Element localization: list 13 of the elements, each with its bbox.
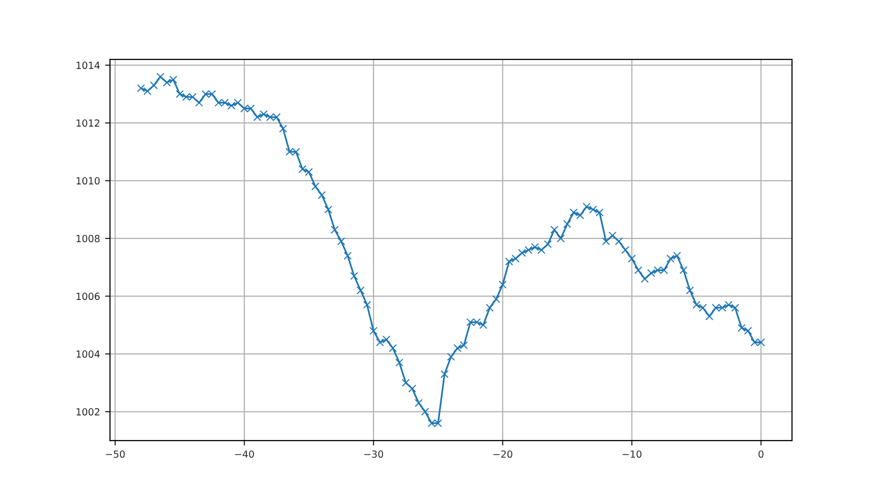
x-tick-label: −50 xyxy=(106,450,125,458)
y-tick-label: 1006 xyxy=(76,292,100,300)
y-tick-label: 1004 xyxy=(76,350,100,358)
x-tick-label: 0 xyxy=(758,450,764,458)
x-tick-label: −40 xyxy=(235,450,254,458)
y-tick-label: 1008 xyxy=(76,234,100,242)
x-tick-label: −20 xyxy=(493,450,512,458)
x-tick-label: −30 xyxy=(364,450,384,458)
y-tick-label: 1012 xyxy=(76,119,100,127)
y-tick-label: 1010 xyxy=(76,177,100,185)
y-tick-label: 1014 xyxy=(76,62,100,70)
x-tick-label: −10 xyxy=(622,450,642,458)
y-tick-label: 1002 xyxy=(76,408,100,416)
